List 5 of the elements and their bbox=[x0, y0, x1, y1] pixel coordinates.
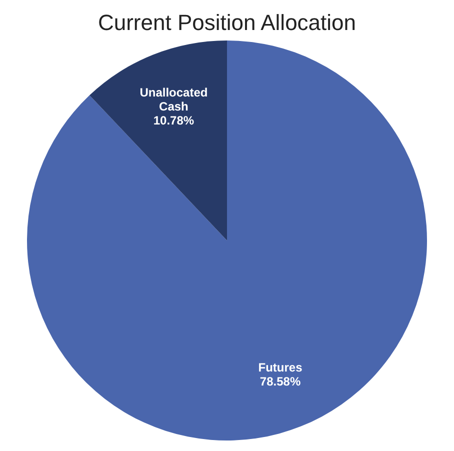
data-label: 10.78% bbox=[153, 114, 194, 128]
slice-label: Unallocated Cash bbox=[140, 86, 208, 114]
chart-title: Current Position Allocation bbox=[96, 9, 358, 37]
data-label: 78.58% bbox=[260, 374, 301, 388]
slice-label: Futures bbox=[258, 360, 303, 374]
